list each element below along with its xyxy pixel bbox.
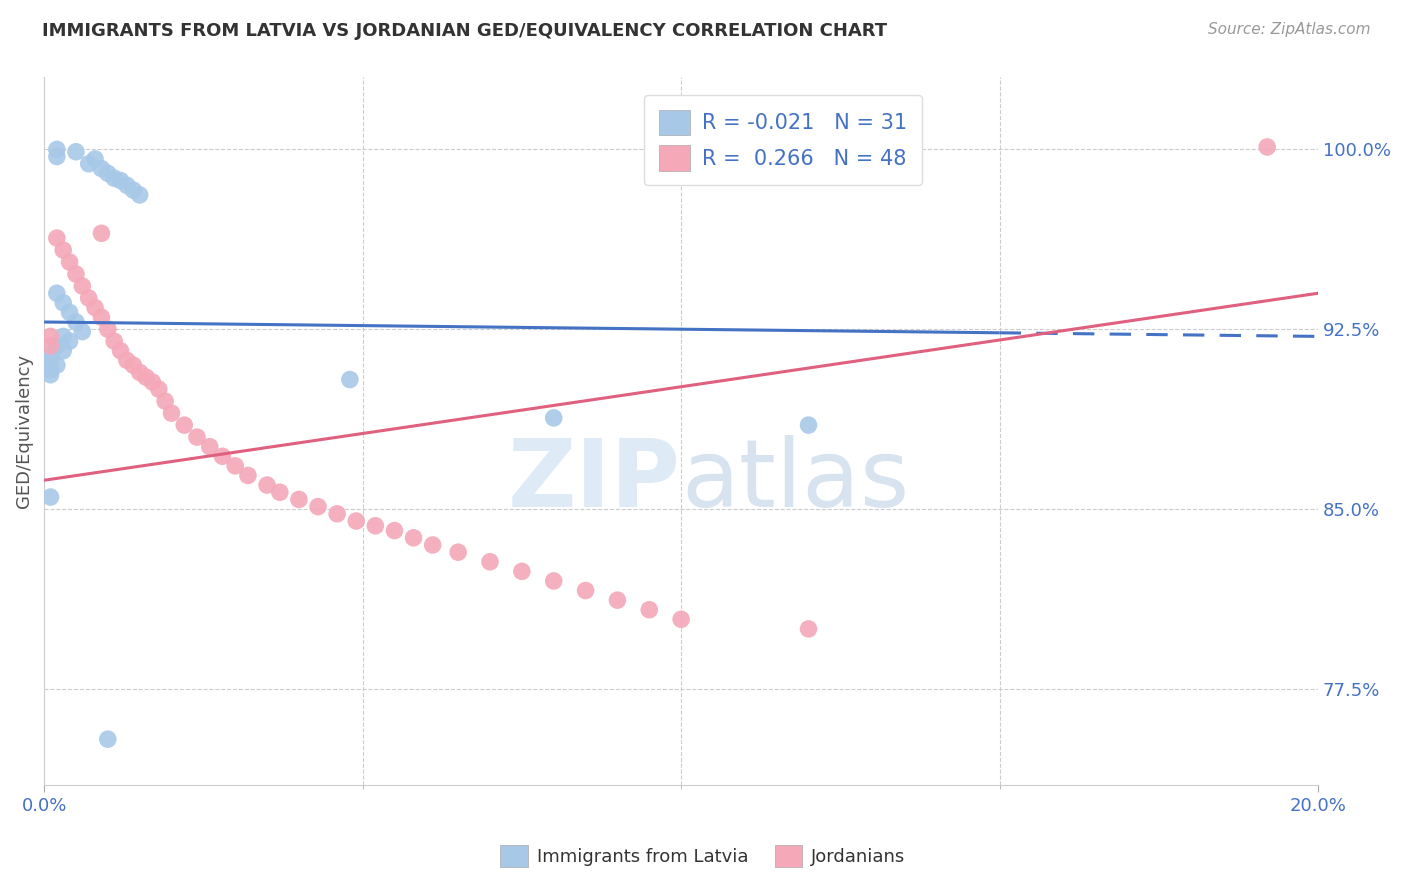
Point [39,490,62,504]
Point [77,291,100,305]
Point [122,183,145,197]
Point [84,152,107,166]
Point [669,612,692,626]
Point [606,593,628,607]
Point [90,161,112,176]
Point [65,145,87,159]
Point [65,315,87,329]
Point [39,329,62,343]
Point [479,555,502,569]
Point [115,353,138,368]
Text: IMMIGRANTS FROM LATVIA VS JORDANIAN GED/EQUIVALENCY CORRELATION CHART: IMMIGRANTS FROM LATVIA VS JORDANIAN GED/… [42,22,887,40]
Point [39,363,62,377]
Point [45,142,67,156]
Point [638,603,661,617]
Point [574,583,596,598]
Point [141,375,163,389]
Point [122,358,145,372]
Text: Source: ZipAtlas.com: Source: ZipAtlas.com [1208,22,1371,37]
Point [52,343,75,358]
Point [236,468,259,483]
Point [39,349,62,363]
Legend: Immigrants from Latvia, Jordanians: Immigrants from Latvia, Jordanians [494,838,912,874]
Point [198,440,221,454]
Point [58,305,80,319]
Point [103,171,125,186]
Point [84,301,107,315]
Point [39,353,62,368]
Point [135,370,157,384]
Text: ZIP: ZIP [508,434,681,526]
Point [65,267,87,281]
Point [1256,140,1278,154]
Point [269,485,291,500]
Point [447,545,470,559]
Point [160,406,183,420]
Point [224,458,246,473]
Point [128,365,150,379]
Point [45,231,67,245]
Point [90,310,112,325]
Point [288,492,311,507]
Point [110,173,132,187]
Point [339,373,361,387]
Point [256,478,278,492]
Point [97,322,120,336]
Point [45,150,67,164]
Point [797,622,820,636]
Y-axis label: GED/Equivalency: GED/Equivalency [15,354,32,508]
Legend: R = -0.021   N = 31, R =  0.266   N = 48: R = -0.021 N = 31, R = 0.266 N = 48 [644,95,922,186]
Point [128,188,150,202]
Point [153,394,176,409]
Point [307,500,329,514]
Point [422,538,444,552]
Point [58,255,80,269]
Point [211,450,233,464]
Point [510,565,533,579]
Point [384,524,406,538]
Point [52,329,75,343]
Point [326,507,349,521]
Point [402,531,425,545]
Point [97,166,120,180]
Point [52,295,75,310]
Point [110,343,132,358]
Point [364,518,387,533]
Point [58,334,80,348]
Point [543,574,565,588]
Point [39,368,62,382]
Point [115,178,138,193]
Point [173,418,195,433]
Point [45,339,67,353]
Point [45,286,67,301]
Point [90,227,112,241]
Point [103,334,125,348]
Point [45,358,67,372]
Point [97,732,120,747]
Point [344,514,367,528]
Point [148,382,170,396]
Point [186,430,208,444]
Point [77,157,100,171]
Text: atlas: atlas [681,434,910,526]
Point [72,325,94,339]
Point [543,411,565,425]
Point [52,243,75,257]
Point [72,279,94,293]
Point [797,418,820,433]
Point [39,339,62,353]
